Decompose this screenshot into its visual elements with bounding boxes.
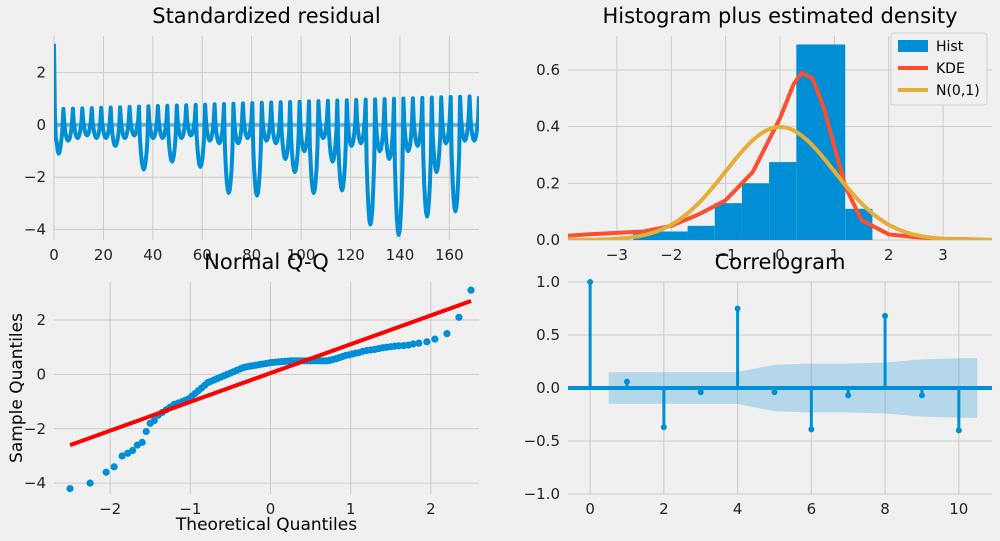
legend-swatch-hist <box>898 40 928 52</box>
x-tick-label: 4 <box>733 500 743 518</box>
histogram-bar <box>633 231 688 240</box>
qq-reference-line <box>69 299 472 447</box>
x-tick-label: 20 <box>94 246 113 264</box>
acf-marker <box>660 424 667 431</box>
y-tick-label: 0 <box>36 116 46 134</box>
x-tick-label: 0 <box>266 500 276 518</box>
qq-point <box>142 427 150 436</box>
qq-point <box>138 438 146 446</box>
y-tick-label: 2 <box>36 311 46 329</box>
x-tick-label: 160 <box>435 246 464 264</box>
histogram-bar <box>769 162 797 240</box>
panel-title: Histogram plus estimated density <box>602 4 957 28</box>
legend-label-hist: Hist <box>936 39 964 55</box>
y-tick-label: 0.5 <box>536 326 560 344</box>
x-tick-label: 2 <box>426 500 436 518</box>
x-tick-label: 120 <box>336 246 365 264</box>
qq-point <box>455 313 463 321</box>
acf-marker <box>955 427 962 434</box>
y-tick-label: 2 <box>36 64 46 82</box>
correlogram-panel: 0 2 4 6 8 10 −1.0 −0.5 0.0 0.5 1.0 Correlogram <box>524 250 992 518</box>
x-tick-label: −1 <box>179 500 201 518</box>
x-tick-label: 2 <box>659 500 669 518</box>
y-tick-label: 0.2 <box>536 174 560 192</box>
qq-point <box>423 338 431 346</box>
panel-title: Normal Q-Q <box>204 250 329 274</box>
legend-label-normal: N(0,1) <box>936 83 980 99</box>
kde-line <box>568 70 992 240</box>
acf-marker <box>808 426 815 433</box>
qq-point <box>102 468 110 476</box>
qq-point <box>118 452 126 460</box>
acf-marker <box>623 378 630 385</box>
x-tick-label: −2 <box>660 246 682 264</box>
x-axis-label: Theoretical Quantiles <box>175 515 357 535</box>
x-tick-label: 140 <box>386 246 415 264</box>
histogram-bar <box>796 44 846 240</box>
qq-point <box>150 417 158 425</box>
y-tick-label: 1.0 <box>536 273 560 291</box>
x-tick-label: 0 <box>49 246 59 264</box>
panel-title: Standardized residual <box>152 4 381 28</box>
acf-marker <box>771 389 778 396</box>
histogram-density-panel: −3 −2 −1 0 1 2 3 0.0 0.2 0.4 0.6 Histogram plus est… <box>536 4 992 264</box>
x-tick-label: −3 <box>606 246 628 264</box>
acf-marker <box>882 312 889 319</box>
x-tick-label: −1 <box>715 246 737 264</box>
acf-marker <box>697 389 704 396</box>
x-tick-label: 6 <box>807 500 817 518</box>
qq-point <box>66 484 74 493</box>
qq-point <box>409 340 417 348</box>
y-tick-label: 0.4 <box>536 118 560 136</box>
x-tick-label: 3 <box>938 246 948 264</box>
qq-point <box>128 446 137 455</box>
acf-marker <box>734 305 741 312</box>
y-tick-label: −4 <box>24 474 46 492</box>
x-tick-label: 0 <box>775 246 785 264</box>
x-tick-label: 0 <box>585 500 595 518</box>
x-tick-label: 8 <box>880 500 890 518</box>
y-tick-label: −2 <box>24 420 46 438</box>
y-tick-label: −0.5 <box>524 432 560 450</box>
qq-point <box>431 335 439 343</box>
x-tick-label: 80 <box>242 246 261 264</box>
x-tick-label: 60 <box>193 246 212 264</box>
acf-marker <box>918 392 925 399</box>
qq-point <box>415 339 423 347</box>
y-tick-label: 0.0 <box>536 231 560 249</box>
y-tick-label: −1.0 <box>524 485 560 503</box>
x-tick-label: 2 <box>884 246 894 264</box>
x-tick-label: 100 <box>287 246 316 264</box>
legend: Hist KDE N(0,1) <box>890 32 988 106</box>
x-tick-label: 1 <box>830 246 840 264</box>
residual-series-line <box>54 43 479 237</box>
acf-marker <box>587 279 594 285</box>
y-tick-label: 0.6 <box>536 61 560 79</box>
y-tick-label: −2 <box>24 168 46 186</box>
qq-point <box>110 463 118 471</box>
normal-density-line <box>568 125 992 240</box>
acf-marker <box>845 392 852 399</box>
panel-title: Correlogram <box>715 250 846 274</box>
standardized-residual-panel: 0 20 40 60 80 100 120 140 160 −4 −2 0 2 Standardized … <box>24 4 479 264</box>
x-tick-label: 1 <box>346 500 356 518</box>
histogram-bar <box>687 225 715 240</box>
histogram-bar <box>741 183 770 240</box>
y-tick-label: 0.0 <box>536 379 560 397</box>
y-tick-label: −4 <box>24 221 46 239</box>
y-axis-label: Sample Quantiles <box>7 313 27 463</box>
x-tick-label: −2 <box>99 500 121 518</box>
x-tick-label: 40 <box>143 246 162 264</box>
qq-point <box>467 286 475 294</box>
x-tick-label: 10 <box>949 500 968 518</box>
qq-point <box>443 330 451 338</box>
qq-point <box>86 479 94 487</box>
histogram-bar <box>714 203 742 240</box>
y-tick-label: 0 <box>36 365 46 383</box>
legend-label-kde: KDE <box>936 61 965 77</box>
normal-qq-panel: −2 −1 0 1 2 −4 −2 0 2 Normal Q-Q Theoretical Quant… <box>7 250 479 535</box>
